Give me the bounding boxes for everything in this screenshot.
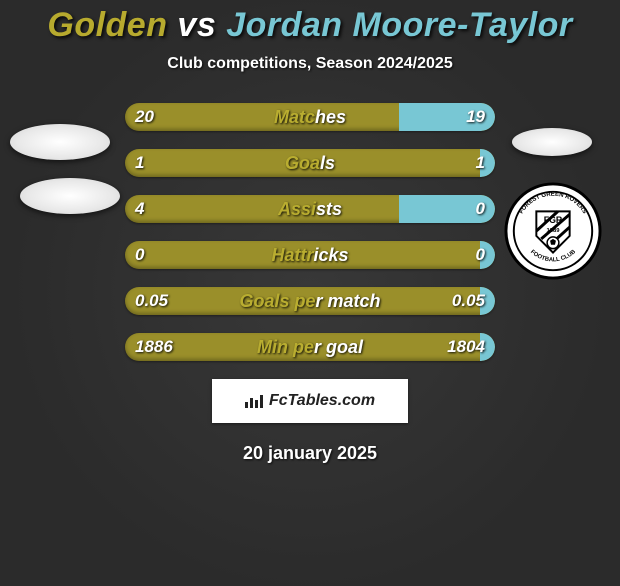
club-crest: FOREST GREEN ROVERS FOOTBALL CLUB FGR 18… — [504, 182, 602, 280]
footer-date: 20 january 2025 — [0, 443, 620, 464]
bar-label-left-half: Goa — [285, 153, 320, 174]
bar-value-right: 0 — [476, 241, 485, 269]
bar-value-right: 0.05 — [452, 287, 485, 315]
bar-row: 00Hattricks — [125, 241, 495, 269]
brand-box: FcTables.com — [212, 379, 408, 423]
player-left-body-blob — [20, 178, 120, 214]
crest-initials: FGR — [544, 215, 563, 225]
title-vs: vs — [167, 6, 226, 44]
page-subtitle: Club competitions, Season 2024/2025 — [0, 55, 620, 73]
chart-icon — [245, 394, 263, 408]
bar-label-left-half: Min pe — [257, 337, 314, 358]
bar-value-left: 20 — [135, 103, 154, 131]
bar-label-left-half: Assi — [278, 199, 316, 220]
bar-label-right-half: sts — [316, 199, 342, 220]
bar-label-right-half: hes — [315, 107, 346, 128]
bar-label-right-half: icks — [313, 245, 348, 266]
bar-label: Hattricks — [125, 241, 495, 269]
bar-value-right: 1 — [476, 149, 485, 177]
title-left: Golden — [47, 6, 167, 44]
crest-year: 1889 — [546, 228, 560, 234]
bar-label-right-half: r match — [316, 291, 381, 312]
comparison-bars: 2019Matches11Goals40Assists00Hattricks0.… — [125, 103, 495, 361]
bar-row: 18861804Min per goal — [125, 333, 495, 361]
bar-label: Min per goal — [125, 333, 495, 361]
bar-value-left: 0 — [135, 241, 144, 269]
bar-label-right-half: r goal — [314, 337, 363, 358]
bar-value-left: 0.05 — [135, 287, 168, 315]
title-right: Jordan Moore-Taylor — [226, 6, 572, 44]
bar-row: 4 0 Assists — [125, 195, 495, 223]
bar-value-left: 4 — [135, 195, 144, 223]
bar-label-left-half: Hattr — [271, 245, 313, 266]
player-right-head-blob — [512, 128, 592, 156]
brand-text: FcTables.com — [269, 392, 375, 410]
bar-label: Goals per match — [125, 287, 495, 315]
bar-label-right-half: ls — [320, 153, 335, 174]
bar-value-right: 0 — [476, 195, 485, 223]
bar-label: Goals — [125, 149, 495, 177]
bar-label-left-half: Goals pe — [239, 291, 315, 312]
bar-value-right: 19 — [466, 103, 485, 131]
bar-value-left: 1886 — [135, 333, 173, 361]
player-left-head-blob — [10, 124, 110, 160]
bar-row: 0.050.05Goals per match — [125, 287, 495, 315]
page-title: Golden vs Jordan Moore-Taylor — [0, 6, 620, 45]
bar-label-left-half: Matc — [274, 107, 315, 128]
bar-row: 20 19 Matches — [125, 103, 495, 131]
bar-value-left: 1 — [135, 149, 144, 177]
bar-row: 11Goals — [125, 149, 495, 177]
bar-value-right: 1804 — [447, 333, 485, 361]
